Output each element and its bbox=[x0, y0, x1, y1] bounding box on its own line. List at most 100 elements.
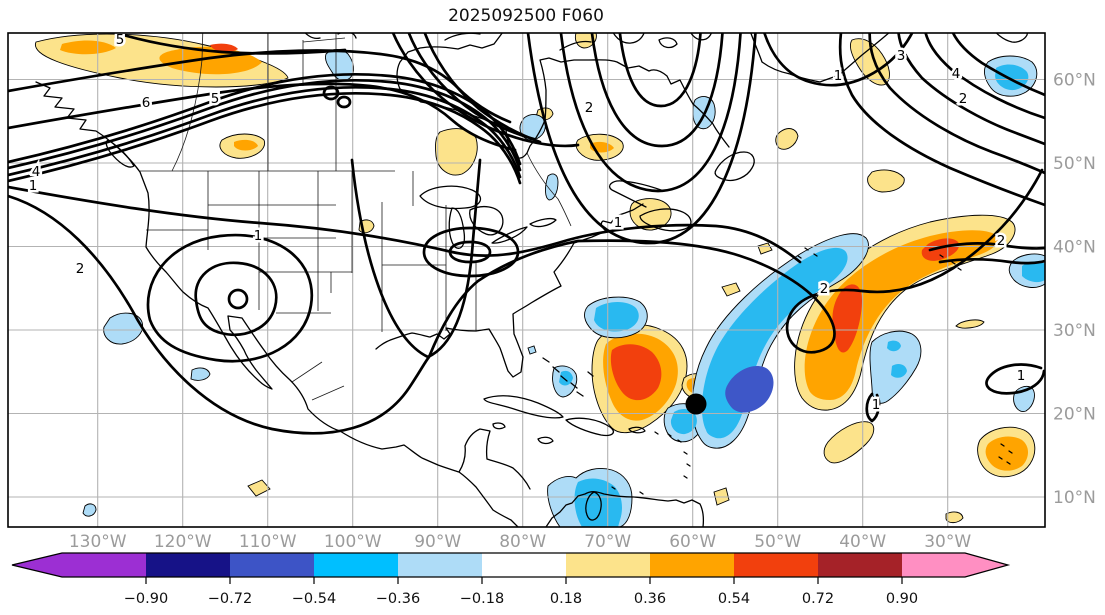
anomaly-shading-negative-envelopes-part bbox=[545, 173, 559, 201]
colorbar-tick-label: 0.54 bbox=[718, 591, 750, 607]
contour-value-label: 3 bbox=[897, 48, 906, 64]
anomaly-shading-positive-orange-part bbox=[234, 139, 258, 151]
anomaly-shading-negative-envelopes-part bbox=[190, 367, 211, 381]
colorbar-tick-label: −0.36 bbox=[376, 591, 420, 607]
lat-tick-label: 40°N bbox=[1053, 238, 1096, 258]
coastlines-part bbox=[998, 443, 1013, 465]
coastlines-part bbox=[545, 491, 705, 527]
height-contours-part bbox=[590, 33, 724, 148]
colorbar-tick-label: −0.90 bbox=[124, 591, 168, 607]
lon-tick-label: 50°W bbox=[754, 532, 801, 552]
height-contours bbox=[8, 33, 1045, 435]
height-contours-part bbox=[227, 288, 249, 310]
colorbar-under-arrow bbox=[12, 553, 62, 577]
coastlines-part bbox=[529, 217, 557, 228]
lon-tick-label: 100°W bbox=[324, 532, 382, 552]
anomaly-shading-positive-red-part bbox=[610, 344, 662, 401]
coastlines-part bbox=[654, 431, 691, 479]
coastlines-part bbox=[565, 417, 615, 437]
coastlines-part bbox=[750, 33, 890, 83]
anomaly-shading-negative-cyan-part bbox=[559, 370, 573, 386]
contour-value-label: 1 bbox=[614, 215, 623, 231]
lat-axis-labels: 60°N 50°N 40°N 30°N 20°N 10°N bbox=[1053, 71, 1096, 509]
anomaly-shading-positive-envelopes-part bbox=[945, 511, 964, 524]
contour-value-label: 2 bbox=[76, 261, 85, 277]
coastlines-part bbox=[611, 486, 644, 495]
anomaly-shading-positive-orange-part bbox=[804, 230, 998, 400]
anomaly-shading-positive-envelopes-part bbox=[629, 198, 672, 231]
height-contours-part bbox=[763, 33, 914, 87]
state-borders-part bbox=[526, 152, 572, 227]
coastlines-part bbox=[35, 81, 519, 527]
coastlines-part bbox=[483, 395, 564, 419]
anomaly-shading-positive-envelopes-part bbox=[955, 319, 985, 329]
height-contours-part bbox=[938, 258, 1045, 265]
lat-tick-label: 60°N bbox=[1053, 71, 1096, 91]
height-contours-part bbox=[391, 33, 580, 148]
anomaly-shading-negative-cyan-part bbox=[594, 302, 639, 332]
height-contours-part bbox=[868, 33, 1045, 175]
lon-tick-label: 120°W bbox=[154, 532, 212, 552]
coastlines-part bbox=[304, 33, 713, 51]
contour-value-label: 1 bbox=[29, 178, 38, 194]
colorbar-segment bbox=[818, 553, 902, 577]
lon-tick-label: 130°W bbox=[69, 532, 127, 552]
coastlines-part bbox=[542, 357, 594, 397]
height-contours-part bbox=[928, 242, 1045, 252]
coastlines-part bbox=[491, 226, 528, 244]
anomaly-shading-positive-envelopes-part bbox=[775, 128, 799, 150]
colorbar-tick-label: 0.18 bbox=[550, 591, 582, 607]
anomaly-shading-positive-red-part bbox=[921, 238, 960, 261]
anomaly-shading-negative-blue bbox=[725, 365, 774, 413]
height-contours-part bbox=[8, 82, 517, 152]
height-contours-part bbox=[559, 33, 742, 193]
colorbar-segment bbox=[314, 553, 398, 577]
anomaly-shading-negative-cyan-part bbox=[891, 363, 907, 378]
lat-tick-label: 30°N bbox=[1053, 321, 1096, 341]
colorbar-segment bbox=[146, 553, 230, 577]
height-contours-part bbox=[8, 185, 802, 264]
anomaly-shading-negative-envelopes-part bbox=[82, 503, 97, 517]
height-contours-part bbox=[194, 261, 278, 337]
lat-tick-label: 50°N bbox=[1053, 154, 1096, 174]
colorbar-segment bbox=[482, 553, 566, 577]
anomaly-shading-positive-envelopes-part bbox=[823, 421, 875, 464]
lon-tick-label: 70°W bbox=[584, 532, 631, 552]
height-contours-part bbox=[951, 33, 1045, 97]
height-contours-part bbox=[526, 33, 757, 245]
colorbar-segment bbox=[398, 553, 482, 577]
anomaly-shading-positive-envelopes-part bbox=[721, 282, 741, 297]
contour-value-label: 6 bbox=[142, 95, 151, 111]
coastlines-part bbox=[628, 426, 646, 434]
anomaly-shading-positive-envelopes-part bbox=[867, 169, 905, 193]
colorbar-segment bbox=[230, 553, 314, 577]
anomaly-shading-positive-envelopes-part bbox=[435, 128, 478, 176]
contour-value-label: 1 bbox=[872, 397, 881, 413]
contour-value-label: 1 bbox=[254, 228, 263, 244]
coastlines-part bbox=[448, 207, 466, 249]
figure-title: 2025092500 F060 bbox=[448, 6, 604, 26]
anomaly-shading-positive-red bbox=[210, 43, 960, 401]
height-contours-part bbox=[985, 363, 1045, 395]
state-borders-part bbox=[311, 385, 345, 401]
colorbar-segment bbox=[566, 553, 650, 577]
contour-value-label: 4 bbox=[952, 66, 961, 82]
anomaly-shading-negative-envelopes-part bbox=[527, 345, 537, 355]
lon-tick-label: 90°W bbox=[414, 532, 461, 552]
anomaly-shading-negative-blue-part bbox=[725, 365, 774, 413]
coastlines-part bbox=[458, 428, 531, 490]
anomaly-shading-positive-orange-part bbox=[60, 40, 116, 55]
state-borders bbox=[140, 33, 572, 401]
lat-tick-label: 10°N bbox=[1053, 488, 1096, 508]
contour-value-label: 2 bbox=[959, 91, 968, 107]
colorbar-tick-label: −0.72 bbox=[208, 591, 252, 607]
height-contours-part bbox=[423, 33, 542, 144]
height-contours-part bbox=[865, 392, 881, 423]
contour-value-label: 5 bbox=[116, 32, 125, 48]
height-contours-part bbox=[448, 240, 492, 264]
coastlines-part bbox=[995, 33, 1029, 43]
coastlines-part bbox=[585, 491, 602, 521]
coastlines-part bbox=[537, 436, 554, 445]
